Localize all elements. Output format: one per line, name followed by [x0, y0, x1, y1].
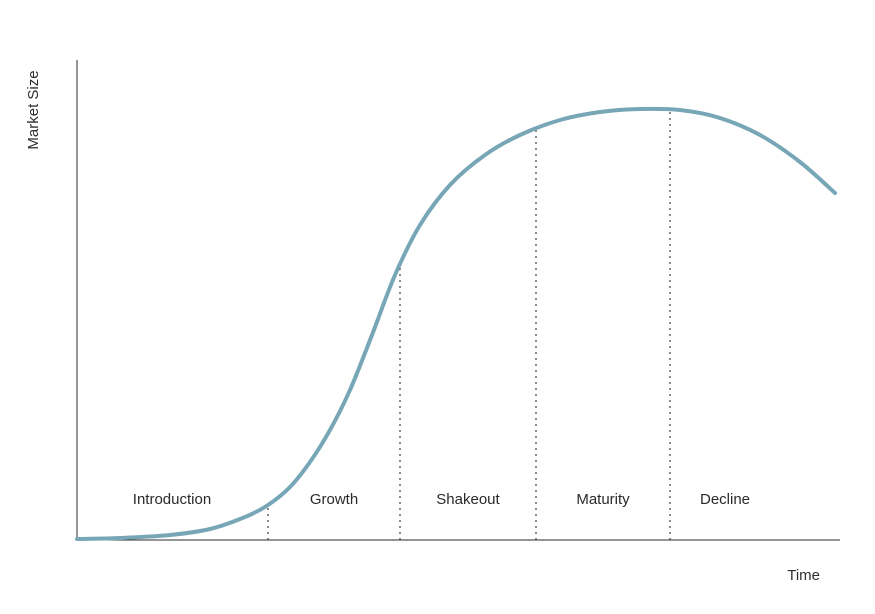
- phase-label: Maturity: [576, 491, 630, 508]
- industry-lifecycle-chart: Time Market Size Introduction Growth Shakeou…: [0, 0, 875, 614]
- chart-svg: Time Market Size Introduction Growth Shakeou…: [0, 0, 875, 614]
- phase-label: Growth: [310, 491, 358, 508]
- phase-label: Shakeout: [436, 491, 500, 508]
- phase-label: Introduction: [133, 491, 211, 508]
- y-axis-label: Market Size: [25, 70, 42, 149]
- x-axis-label: Time: [787, 567, 820, 584]
- phase-label: Decline: [700, 491, 750, 508]
- chart-background: [0, 0, 875, 614]
